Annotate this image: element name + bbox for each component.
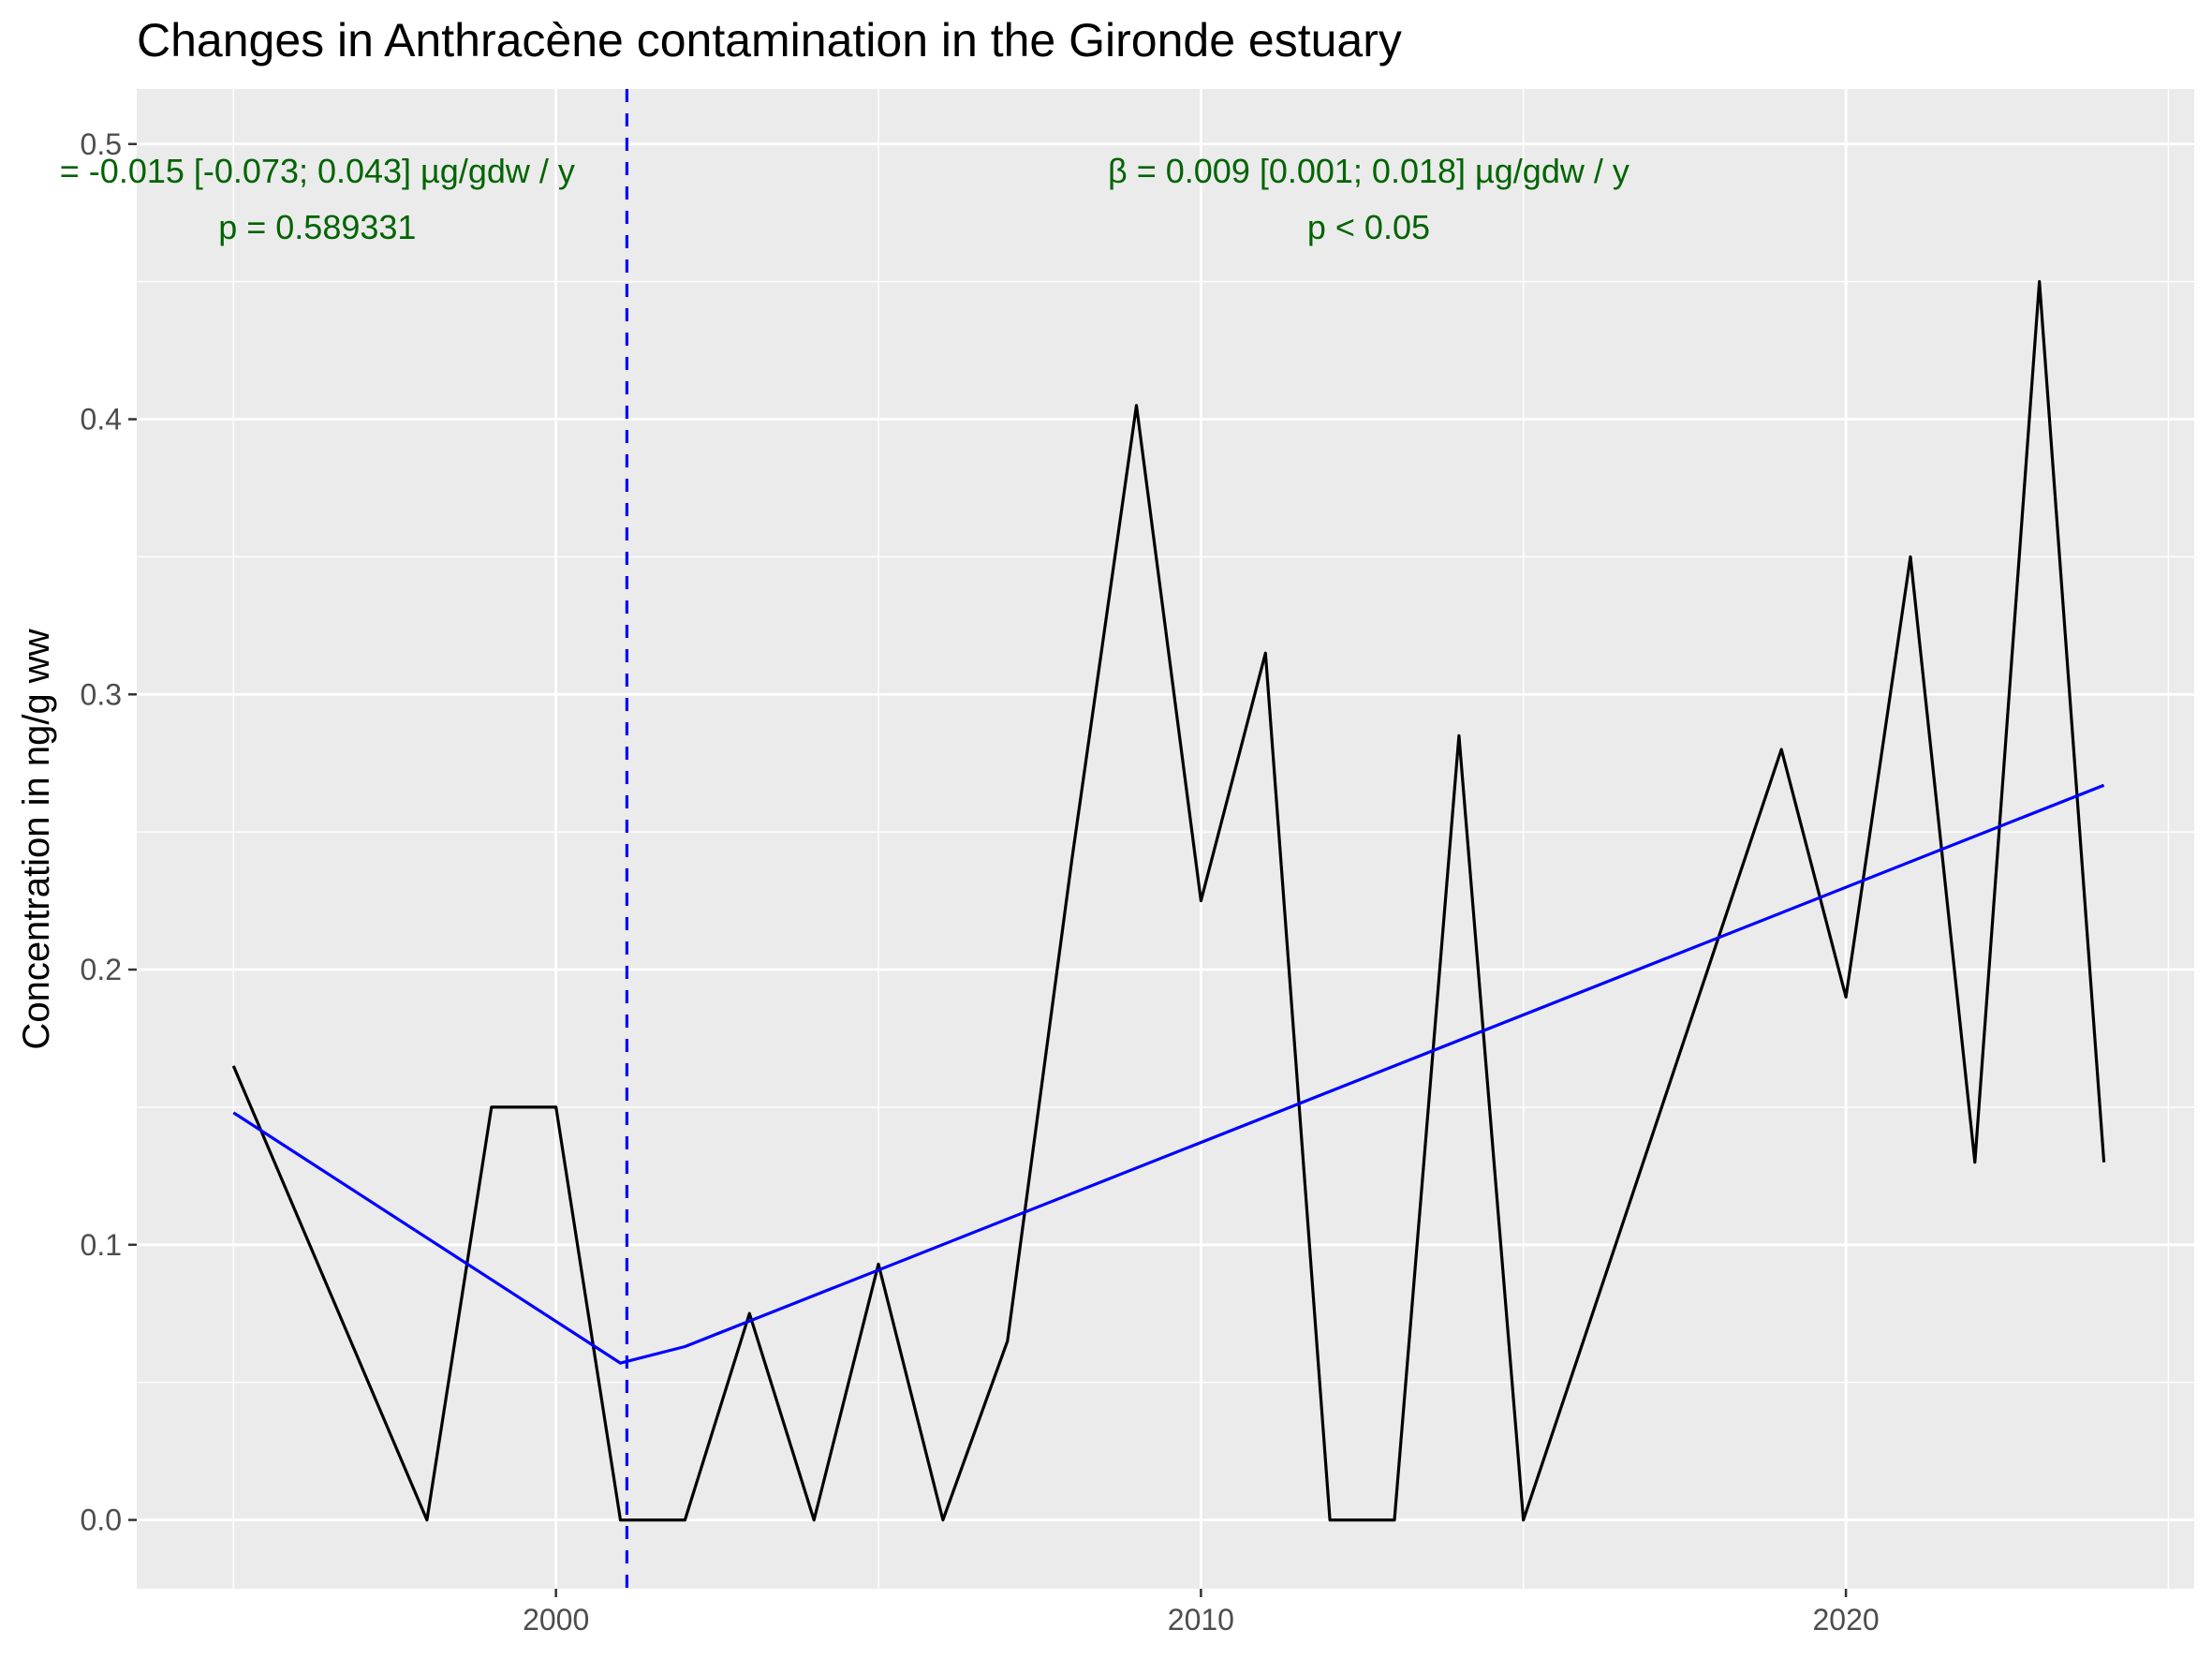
x-tick-label: 2010 — [1168, 1603, 1234, 1637]
series-layer — [231, 280, 2106, 1522]
x-tick-label: 2020 — [1813, 1603, 1880, 1637]
trend-line — [232, 783, 2105, 1365]
x-tick-label: 2000 — [523, 1603, 589, 1637]
plot-panel — [137, 89, 2194, 1589]
annotation-pvalue: p = 0.589331 — [218, 208, 416, 246]
annotation-slope: β = 0.009 [0.001; 0.018] µg/gdw / y — [1108, 152, 1630, 190]
x-axis: 2000 2010 2020 — [523, 1589, 1880, 1637]
y-tick-label: 0.4 — [81, 403, 122, 437]
chart-title: Changes in Anthracène contamination in t… — [137, 14, 1402, 67]
grid-minor — [137, 89, 2194, 1589]
y-axis: 0.0 0.1 0.2 0.3 0.4 0.5 — [81, 127, 137, 1537]
annotation-slope: = -0.015 [-0.073; 0.043] µg/gdw / y — [60, 152, 575, 190]
y-tick-label: 0.1 — [81, 1228, 122, 1262]
y-tick-label: 0.2 — [81, 953, 122, 986]
y-tick-label: 0.5 — [81, 127, 122, 161]
y-tick-label: 0.3 — [81, 677, 122, 711]
y-axis-title: Concentration in ng/g ww — [16, 629, 57, 1049]
data-line — [231, 280, 2106, 1522]
y-tick-label: 0.0 — [81, 1503, 122, 1537]
annotation-pvalue: p < 0.05 — [1307, 208, 1430, 246]
annotation-layer: = -0.015 [-0.073; 0.043] µg/gdw / y p = 0… — [60, 152, 1630, 246]
grid-major — [137, 89, 2194, 1589]
